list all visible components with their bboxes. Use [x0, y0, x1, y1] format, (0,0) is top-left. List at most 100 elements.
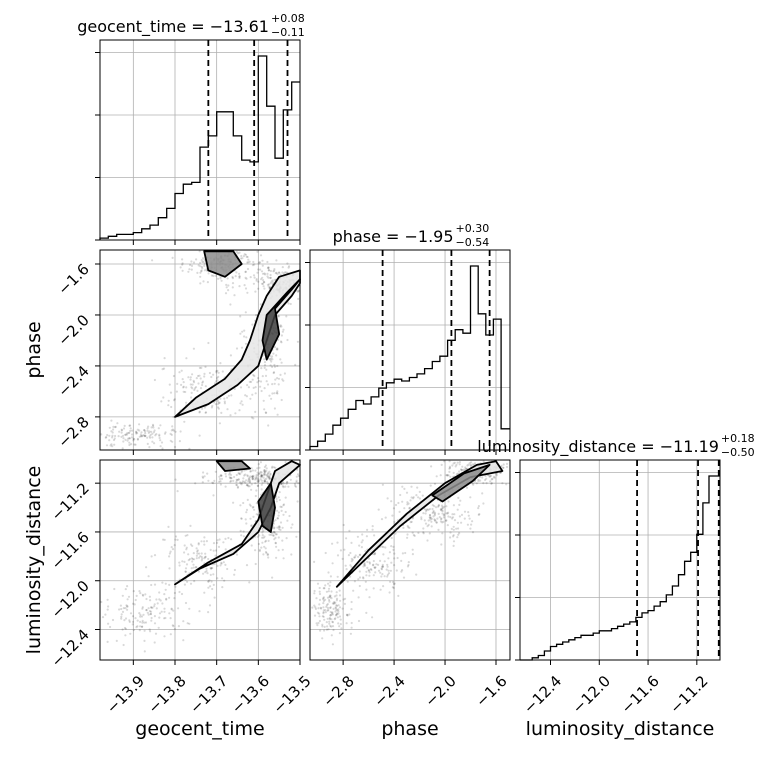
scatter-point [147, 425, 150, 428]
scatter-point [259, 254, 263, 257]
scatter-point [287, 266, 290, 269]
histogram-phase [309, 265, 510, 450]
scatter-point [326, 609, 329, 612]
scatter-point [155, 607, 158, 610]
scatter-point [199, 282, 202, 285]
scatter-point [236, 486, 239, 489]
scatter-point [187, 376, 190, 379]
scatter-point [379, 571, 382, 574]
scatter-point [106, 640, 109, 644]
scatter-point [290, 553, 293, 556]
scatter-point [327, 608, 330, 612]
scatter-point [202, 471, 205, 474]
scatter-point [264, 550, 268, 554]
scatter-point [220, 474, 223, 477]
scatter-point [358, 544, 361, 547]
scatter-point [196, 389, 199, 392]
scatter-point [204, 571, 207, 574]
scatter-point [266, 553, 269, 557]
scatter-point [240, 534, 243, 537]
scatter-point [433, 505, 436, 508]
scatter-point [230, 476, 233, 479]
scatter-point [277, 526, 280, 529]
scatter-point [123, 619, 126, 622]
scatter-point [336, 541, 339, 544]
scatter-point [415, 494, 418, 497]
scatter-point [392, 548, 395, 552]
scatter-point [213, 596, 216, 599]
scatter-point [181, 258, 184, 261]
scatter-point [441, 532, 444, 535]
scatter-point [163, 593, 166, 596]
scatter-point [329, 594, 332, 598]
scatter-point [233, 568, 236, 572]
scatter-point [403, 487, 406, 490]
scatter-point [458, 515, 461, 518]
scatter-point [140, 431, 143, 434]
scatter-point [170, 608, 173, 611]
scatter-point [174, 535, 178, 538]
scatter-point [135, 431, 138, 434]
scatter-point [207, 479, 210, 482]
scatter-point [199, 265, 202, 268]
scatter-point [268, 533, 271, 536]
scatter-point [458, 463, 461, 466]
scatter-point [171, 440, 174, 443]
scatter-point [270, 280, 273, 283]
title-plus: +0.08 [271, 12, 305, 25]
scatter-point [331, 643, 334, 646]
scatter-point [330, 590, 333, 593]
scatter-point [132, 602, 135, 605]
scatter-point [404, 551, 407, 555]
scatter-point [481, 476, 484, 479]
scatter-point [329, 624, 332, 628]
scatter-point [400, 559, 403, 563]
scatter-point [446, 512, 449, 515]
scatter-point [451, 513, 454, 516]
scatter-point [329, 606, 332, 610]
scatter-point [333, 618, 336, 621]
scatter-point [316, 611, 319, 614]
scatter-point [233, 387, 236, 391]
scatter-point [142, 594, 145, 597]
scatter-point [150, 426, 153, 429]
scatter-point [237, 478, 240, 481]
scatter-point [113, 443, 116, 446]
scatter-point [140, 615, 144, 618]
scatter-point [266, 482, 269, 485]
x-tick-label: −13.7 [186, 672, 231, 717]
scatter-point [475, 482, 478, 485]
x-tick-label: −1.6 [472, 672, 510, 710]
scatter-point [251, 475, 254, 478]
scatter-point [273, 346, 277, 349]
scatter-point [271, 465, 274, 468]
scatter-point [276, 517, 280, 520]
scatter-point [229, 477, 232, 480]
scatter-point [345, 613, 349, 616]
scatter-point [249, 397, 252, 400]
scatter-point [251, 475, 254, 479]
scatter-point [357, 619, 361, 623]
scatter-point [319, 606, 322, 609]
x-tick-label: −11.2 [666, 672, 711, 717]
scatter-point [329, 575, 332, 578]
scatter-point [132, 437, 135, 440]
scatter-point [201, 267, 204, 270]
scatter-point [336, 604, 339, 608]
scatter-point [261, 272, 265, 275]
scatter-point [183, 560, 186, 564]
scatter-point [334, 607, 337, 610]
scatter-point [459, 468, 463, 471]
scatter-point [386, 575, 389, 578]
scatter-point [488, 475, 491, 478]
scatter-point [347, 554, 350, 557]
scatter-point [337, 610, 340, 613]
scatter-point [265, 467, 268, 470]
scatter-point [472, 483, 475, 486]
scatter-point [420, 516, 423, 519]
scatter-point [160, 610, 163, 613]
scatter-point [328, 595, 331, 599]
scatter-point [277, 271, 281, 274]
scatter-point [217, 277, 220, 280]
scatter-point [239, 315, 242, 318]
